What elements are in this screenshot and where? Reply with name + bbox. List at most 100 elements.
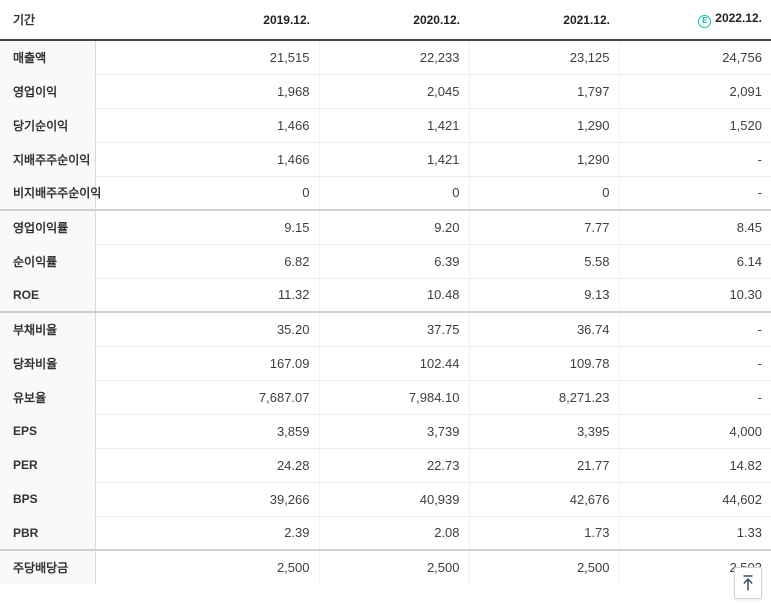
metric-value: 2,500	[318, 549, 469, 584]
metric-value: 14.82	[618, 447, 771, 482]
metric-label: 매출액	[0, 39, 96, 74]
metric-label: 비지배주주순이익	[0, 175, 101, 210]
metric-value: 167.09	[95, 345, 319, 380]
metric-value: 7,687.07	[95, 379, 319, 414]
metric-value: 39,266	[95, 481, 319, 516]
metric-value: 3,395	[468, 413, 619, 448]
metric-label: 유보율	[0, 379, 96, 414]
metric-value: -	[618, 311, 771, 346]
metric-value: 0	[95, 175, 319, 210]
metric-value: 1,968	[95, 73, 319, 108]
table-row-eps: EPS 3,859 3,739 3,395 4,000	[0, 413, 771, 448]
metric-label: 당기순이익	[0, 107, 96, 142]
metric-value: 5.58	[468, 243, 619, 278]
metric-value: 1.73	[468, 515, 619, 550]
arrow-up-icon	[743, 575, 753, 591]
metric-value: 10.30	[618, 277, 771, 312]
column-header-label: 2022.12.	[715, 11, 762, 26]
period-column-header: 기간	[0, 0, 95, 41]
metric-value: 6.14	[618, 243, 771, 278]
metric-value: 2,500	[468, 549, 619, 584]
metric-value: 40,939	[318, 481, 469, 516]
table-row-per: PER 24.28 22.73 21.77 14.82	[0, 447, 771, 482]
metric-value: 11.32	[95, 277, 319, 312]
table-row-revenue: 매출액 21,515 22,233 23,125 24,756	[0, 39, 771, 74]
metric-label: 영업이익률	[0, 209, 96, 244]
metric-value: 36.74	[468, 311, 619, 346]
financial-summary-table: 기간 2019.12. 2020.12. 2021.12. E 2022.12. …	[0, 0, 771, 584]
metric-value: 1,520	[618, 107, 771, 142]
metric-value: 1,290	[468, 107, 619, 142]
metric-value: 6.82	[95, 243, 319, 278]
table-row-net-margin: 순이익률 6.82 6.39 5.58 6.14	[0, 243, 771, 278]
metric-value: 21,515	[95, 39, 319, 74]
table-row-quick-ratio: 당좌비율 167.09 102.44 109.78 -	[0, 345, 771, 380]
metric-label: PER	[0, 447, 96, 482]
table-row-bps: BPS 39,266 40,939 42,676 44,602	[0, 481, 771, 516]
metric-value: 1,797	[468, 73, 619, 108]
metric-value: 6.39	[318, 243, 469, 278]
column-header-2022-12-estimate: E 2022.12.	[619, 0, 771, 41]
table-header-row: 기간 2019.12. 2020.12. 2021.12. E 2022.12.	[0, 0, 771, 41]
metric-value: 22,233	[318, 39, 469, 74]
metric-value: 2.08	[318, 515, 469, 550]
metric-value: 1,466	[95, 107, 319, 142]
metric-value: 9.13	[468, 277, 619, 312]
metric-label: BPS	[0, 481, 96, 516]
table-row-operating-profit: 영업이익 1,968 2,045 1,797 2,091	[0, 73, 771, 108]
column-header-2019-12: 2019.12.	[95, 0, 319, 41]
metric-value: 0	[468, 175, 619, 210]
metric-value: 2,045	[318, 73, 469, 108]
metric-value: 0	[318, 175, 469, 210]
metric-value: 9.20	[318, 209, 469, 244]
metric-label: 지배주주순이익	[0, 141, 96, 176]
table-row-pbr: PBR 2.39 2.08 1.73 1.33	[0, 515, 771, 550]
metric-value: 7,984.10	[318, 379, 469, 414]
metric-value: 109.78	[468, 345, 619, 380]
metric-value: 10.48	[318, 277, 469, 312]
metric-label: EPS	[0, 413, 96, 448]
metric-value: 102.44	[318, 345, 469, 380]
metric-label: ROE	[0, 277, 96, 312]
metric-value: 4,000	[618, 413, 771, 448]
table-row-noncontrolling-net-income: 비지배주주순이익 0 0 0 -	[0, 175, 771, 210]
estimate-icon: E	[698, 14, 712, 28]
metric-value: 3,739	[318, 413, 469, 448]
metric-value: 2,500	[95, 549, 319, 584]
metric-value: 1.33	[618, 515, 771, 550]
metric-value: 1,421	[318, 107, 469, 142]
metric-value: 24.28	[95, 447, 319, 482]
metric-value: 22.73	[318, 447, 469, 482]
metric-value: 37.75	[318, 311, 469, 346]
metric-value: -	[618, 345, 771, 380]
metric-label: 당좌비율	[0, 345, 96, 380]
metric-label: 영업이익	[0, 73, 96, 108]
column-header-2020-12: 2020.12.	[319, 0, 469, 41]
metric-value: 2.39	[95, 515, 319, 550]
table-row-debt-ratio: 부채비율 35.20 37.75 36.74 -	[0, 311, 771, 346]
column-header-2021-12: 2021.12.	[469, 0, 619, 41]
metric-value: 7.77	[468, 209, 619, 244]
metric-value: 8.45	[618, 209, 771, 244]
metric-value: 9.15	[95, 209, 319, 244]
metric-value: -	[618, 141, 771, 176]
metric-value: -	[618, 379, 771, 414]
metric-label: 주당배당금	[0, 549, 96, 584]
scroll-to-top-button[interactable]	[734, 567, 762, 599]
metric-value: 24,756	[618, 39, 771, 74]
table-row-net-income: 당기순이익 1,466 1,421 1,290 1,520	[0, 107, 771, 142]
metric-value: 2,091	[618, 73, 771, 108]
metric-value: 8,271.23	[468, 379, 619, 414]
table-row-roe: ROE 11.32 10.48 9.13 10.30	[0, 277, 771, 312]
metric-label: 부채비율	[0, 311, 96, 346]
metric-value: 3,859	[95, 413, 319, 448]
table-row-dividend-per-share: 주당배당금 2,500 2,500 2,500 2,503	[0, 549, 771, 584]
metric-value: 21.77	[468, 447, 619, 482]
metric-value: 1,290	[468, 141, 619, 176]
metric-label: 순이익률	[0, 243, 96, 278]
metric-value: 23,125	[468, 39, 619, 74]
metric-label: PBR	[0, 515, 96, 550]
metric-value: 1,466	[95, 141, 319, 176]
table-row-controlling-net-income: 지배주주순이익 1,466 1,421 1,290 -	[0, 141, 771, 176]
table-row-reserve-ratio: 유보율 7,687.07 7,984.10 8,271.23 -	[0, 379, 771, 414]
